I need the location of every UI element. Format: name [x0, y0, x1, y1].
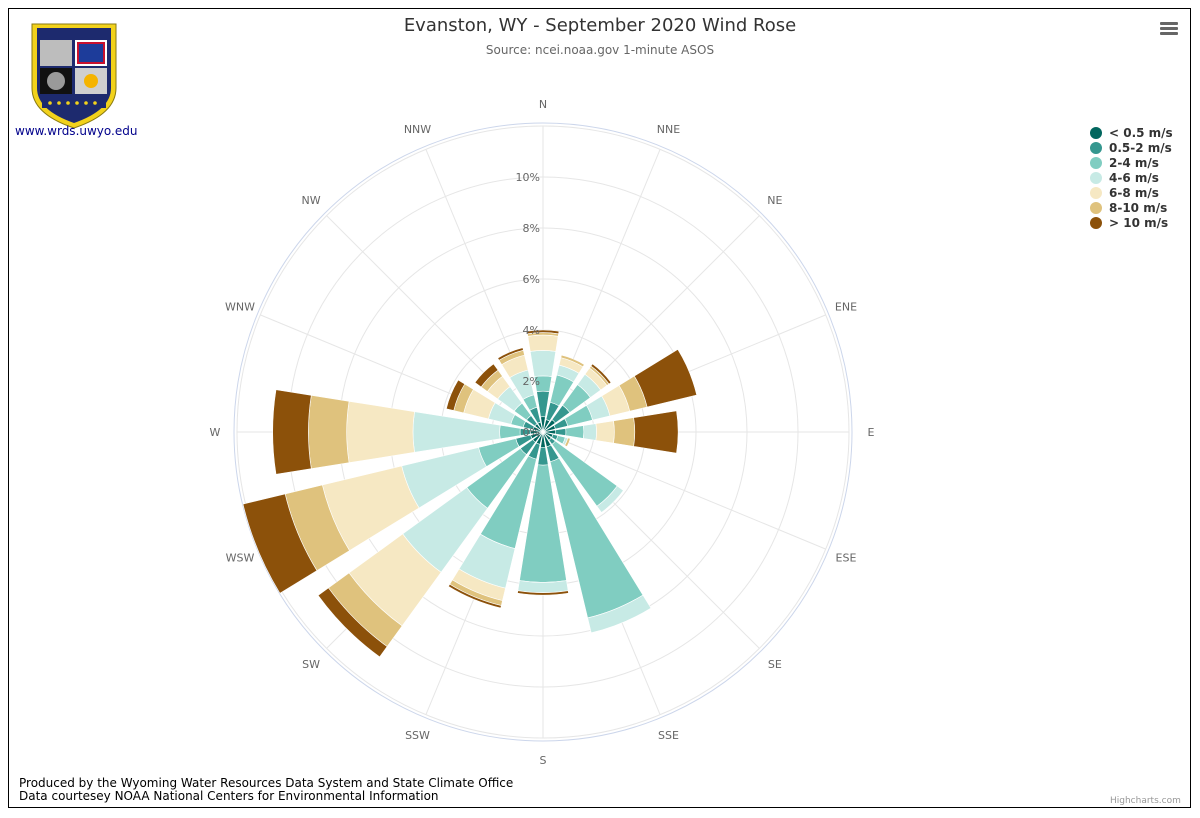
direction-label-e: E [868, 426, 875, 439]
sector-s-series-1 [537, 446, 549, 466]
sector-wsw-series-6 [242, 493, 318, 594]
legend-swatch [1090, 141, 1102, 154]
radial-tick-label: 4% [523, 324, 540, 337]
chart-title: Evanston, WY - September 2020 Wind Rose [403, 15, 797, 36]
sector-sw-series-6 [317, 587, 388, 658]
sector-nne-series-5 [560, 354, 585, 368]
direction-label-s: S [540, 754, 547, 767]
legend-item-0[interactable]: < 0.5 m/s [1090, 125, 1173, 140]
sector-w-series-5 [308, 394, 350, 470]
sector-e-series-1 [555, 428, 567, 436]
direction-label-wsw: WSW [226, 552, 255, 565]
direction-label-ene: ENE [835, 301, 857, 314]
hamburger-menu-icon[interactable] [1158, 20, 1180, 40]
legend-label: 6-8 m/s [1109, 185, 1159, 200]
legend-item-6[interactable]: > 10 m/s [1090, 215, 1173, 230]
legend-swatch [1090, 126, 1102, 139]
direction-label-ne: NE [767, 194, 782, 207]
sector-n-series-3 [529, 350, 557, 377]
radial-tick-label: 0% [523, 426, 540, 439]
sector-ssw-series-6 [447, 583, 502, 609]
radial-tick-label: 6% [523, 273, 540, 286]
direction-label-wnw: WNW [225, 301, 255, 314]
legend-swatch [1090, 186, 1102, 199]
sector-nnw-series-6 [497, 347, 524, 361]
sector-s-series-6 [517, 590, 569, 596]
legend-label: > 10 m/s [1109, 215, 1169, 230]
legend-item-1[interactable]: 0.5-2 m/s [1090, 140, 1173, 155]
sector-w-series-2 [499, 424, 521, 440]
logo-url-link[interactable]: www.wrds.uwyo.edu [15, 124, 138, 138]
legend-swatch [1090, 201, 1102, 214]
legend-item-5[interactable]: 8-10 m/s [1090, 200, 1173, 215]
sector-se-series-3 [596, 485, 624, 513]
sector-ese-series-5 [564, 437, 571, 448]
footer-line-1: Produced by the Wyoming Water Resources … [19, 776, 514, 790]
sector-e-series-4 [595, 420, 615, 444]
sector-s-series-3 [517, 580, 569, 593]
direction-label-sse: SSE [658, 729, 679, 742]
sector-w-series-6 [272, 389, 312, 475]
legend-label: 4-6 m/s [1109, 170, 1159, 185]
sector-ene-series-6 [633, 348, 698, 408]
legend-item-4[interactable]: 6-8 m/s [1090, 185, 1173, 200]
legend-swatch [1090, 171, 1102, 184]
direction-label-n: N [539, 98, 547, 111]
logo-shield-icon [31, 23, 117, 129]
direction-label-nne: NNE [657, 123, 680, 136]
footer-attribution: Produced by the Wyoming Water Resources … [19, 777, 513, 803]
sector-w-series-4 [346, 400, 415, 464]
sector-e-series-3 [582, 423, 597, 441]
legend-item-3[interactable]: 4-6 m/s [1090, 170, 1173, 185]
sector-n-series-6 [526, 329, 560, 335]
footer-line-2: Data courtesey NOAA National Centers for… [19, 789, 439, 803]
sector-e-series-5 [613, 417, 636, 447]
sector-e-series-6 [633, 410, 679, 454]
sector-ne-series-6 [590, 363, 612, 385]
radial-tick-label: 8% [523, 222, 540, 235]
direction-label-ese: ESE [836, 552, 857, 565]
legend-label: < 0.5 m/s [1109, 125, 1173, 140]
direction-label-nw: NW [302, 194, 321, 207]
legend-label: 2-4 m/s [1109, 155, 1159, 170]
chart-frame [8, 8, 1191, 808]
sector-e-series-2 [565, 425, 585, 439]
legend: < 0.5 m/s 0.5-2 m/s 2-4 m/s 4-6 m/s 6-8 m/s 8… [1090, 125, 1173, 230]
direction-label-nnw: NNW [404, 123, 431, 136]
radial-tick-label: 2% [523, 375, 540, 388]
wyoming-climate-office-logo [28, 18, 120, 130]
sector-nw-series-6 [474, 363, 499, 388]
sector-sse-series-3 [587, 594, 652, 634]
legend-label: 8-10 m/s [1109, 200, 1168, 215]
direction-label-w: W [210, 426, 221, 439]
chart-subtitle: Source: ncei.noaa.gov 1-minute ASOS [485, 43, 715, 57]
direction-label-se: SE [768, 658, 782, 671]
sector-wnw-series-6 [445, 379, 466, 411]
legend-label: 0.5-2 m/s [1109, 140, 1172, 155]
direction-label-sw: SW [302, 658, 320, 671]
legend-item-2[interactable]: 2-4 m/s [1090, 155, 1173, 170]
legend-swatch [1090, 156, 1102, 169]
direction-label-ssw: SSW [405, 729, 430, 742]
sector-n-series-4 [527, 334, 559, 352]
legend-swatch [1090, 216, 1102, 229]
spoke-ese [542, 431, 826, 550]
highcharts-credits[interactable]: Highcharts.com [1110, 796, 1181, 806]
radial-tick-label: 10% [516, 171, 540, 184]
outer-ring [233, 122, 853, 742]
